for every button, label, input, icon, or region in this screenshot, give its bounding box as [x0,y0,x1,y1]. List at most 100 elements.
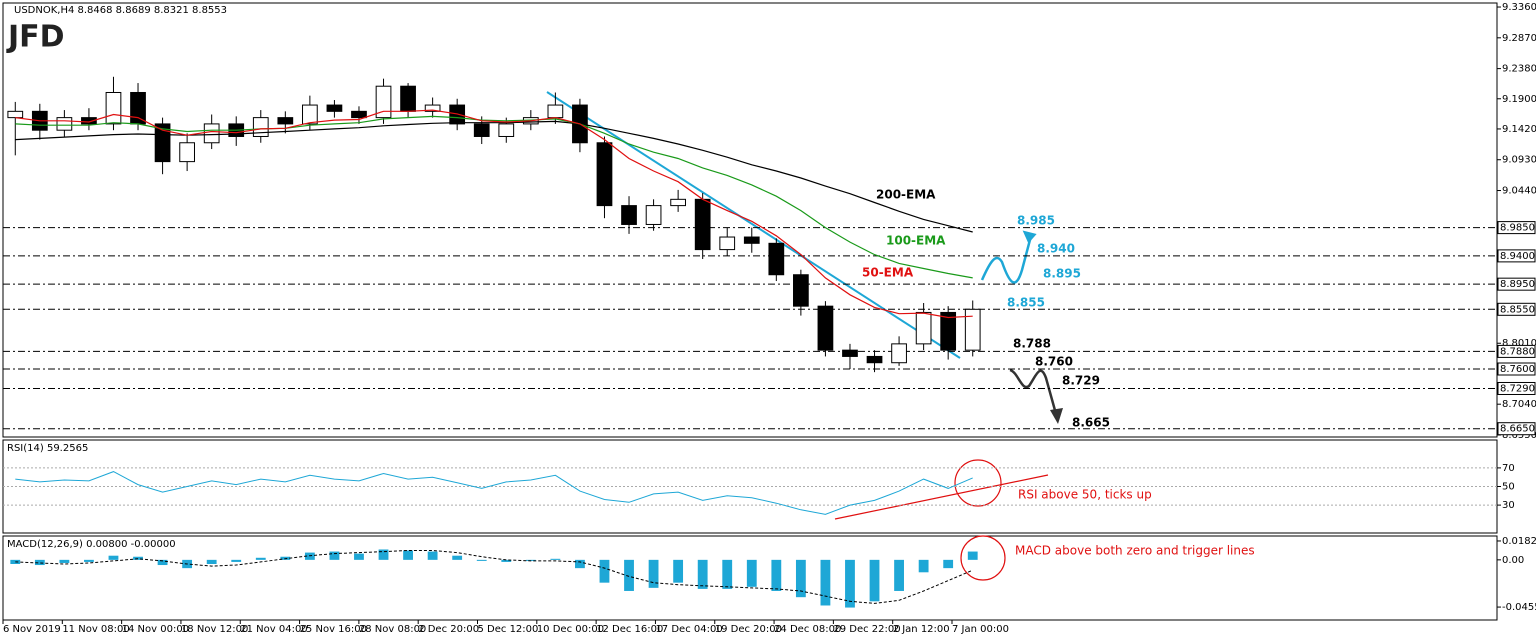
candle-body [621,205,637,225]
candle-body [375,85,392,119]
candle-body [645,205,662,225]
macd-bar [427,551,438,560]
candle-body [694,198,711,251]
candle-body [105,91,122,125]
macd-bar [329,551,340,560]
macd-bar [869,559,880,602]
macd-bar [59,559,70,563]
rsi-trend-line [834,474,1049,520]
candle-body [670,198,686,207]
y-tick-label: 9.2380 [1502,64,1536,75]
rsi-note: RSI above 50, ticks up [1018,488,1152,502]
candle-body [302,104,318,125]
candle-body [891,343,907,364]
candle-body [326,104,343,112]
arrow-head [1022,230,1037,244]
x-tick-label: 17 Dec 04:00 [655,624,722,635]
candle-body [866,355,883,364]
candle-body [179,142,195,163]
x-tick-label: 19 Dec 20:00 [715,624,782,635]
symbol-title: USDNOK,H4 8.8468 8.8689 8.8321 8.8553 [14,5,227,16]
macd-bar [722,559,733,589]
x-tick-label: 10 Dec 00:00 [537,624,604,635]
macd-bar [795,559,806,598]
macd-bar [452,555,463,560]
logo: JFD [6,20,65,55]
y-tick-label: 9.0930 [1502,155,1536,166]
candle-body [277,117,294,125]
ema-label: 100-EMA [886,234,946,248]
y-tick-label: 9.3360 [1502,2,1536,13]
target-label: 8.788 [1013,337,1051,351]
candle-body [743,236,760,244]
macd-bar [231,559,242,562]
level-box [1497,221,1536,235]
level-label: 8.9400 [1500,251,1535,262]
macd-bar [84,559,94,562]
macd-bar [403,550,413,560]
y-tick-label: 9.1900 [1502,94,1536,105]
ema-label: 50-EMA [862,266,914,280]
target-label: 8.760 [1035,355,1073,369]
macd-note: MACD above both zero and trigger lines [1015,544,1255,558]
level-label: 8.8950 [1500,279,1535,290]
candle-body [56,117,73,131]
candle-body [424,104,441,112]
ema-label: 200-EMA [876,188,936,202]
x-tick-label: 18 Nov 12:00 [181,624,248,635]
candle-body [498,123,515,137]
bull-path [980,235,1033,284]
level-box [1497,344,1536,358]
candle-body [596,142,613,207]
level-box [1497,302,1536,316]
macd-bar [648,559,659,588]
candle-body [130,91,146,125]
x-tick-label: 12 Dec 16:00 [596,624,663,635]
y-tick-label: 8.7040 [1502,399,1536,410]
y-tick-label: 8.8010 [1502,338,1536,349]
highlight-circle [960,535,1006,581]
macd-bar [894,559,904,591]
level-box [1497,381,1536,395]
x-tick-label: 5 Dec 12:00 [478,624,539,635]
candle-body [793,274,809,307]
macd-bar [34,559,45,566]
target-label: 8.985 [1017,214,1055,228]
level-label: 8.7600 [1500,364,1535,375]
level-label: 8.9850 [1500,223,1535,234]
rsi-line [15,471,973,515]
target-label: 8.729 [1062,374,1100,388]
macd-bar [157,559,168,566]
macd-bar [943,559,954,569]
x-tick-label: 24 Dec 08:00 [774,624,841,635]
x-tick-label: 2 Jan 12:00 [893,624,950,635]
macd-bar [746,559,757,587]
candle-body [940,311,957,351]
macd-bar [820,559,831,606]
macd-bar [575,559,585,569]
level-label: 8.8550 [1500,304,1535,315]
macd-bar [501,559,512,562]
candle-body [719,236,736,251]
rsi-title: RSI(14) 59.2565 [7,443,88,454]
candle-body [768,242,785,276]
macd-bar [550,558,561,560]
arrow-head [1050,408,1063,424]
macd-bar [378,549,389,560]
ema-line [15,120,973,233]
macd-bar [476,559,487,561]
y-tick-label: 9.0440 [1502,186,1536,197]
candle-body [81,117,97,125]
y-tick-label: 9.1420 [1502,124,1536,135]
target-label: 8.940 [1037,242,1075,256]
candle-body [964,308,981,351]
level-label: 8.6650 [1500,424,1535,435]
trend-line [546,91,961,359]
macd-bar [255,557,266,560]
level-box [1497,422,1536,436]
candle-body [154,123,171,163]
macd-bar [673,559,684,583]
candle-body [252,117,269,137]
macd-bar [304,552,315,560]
